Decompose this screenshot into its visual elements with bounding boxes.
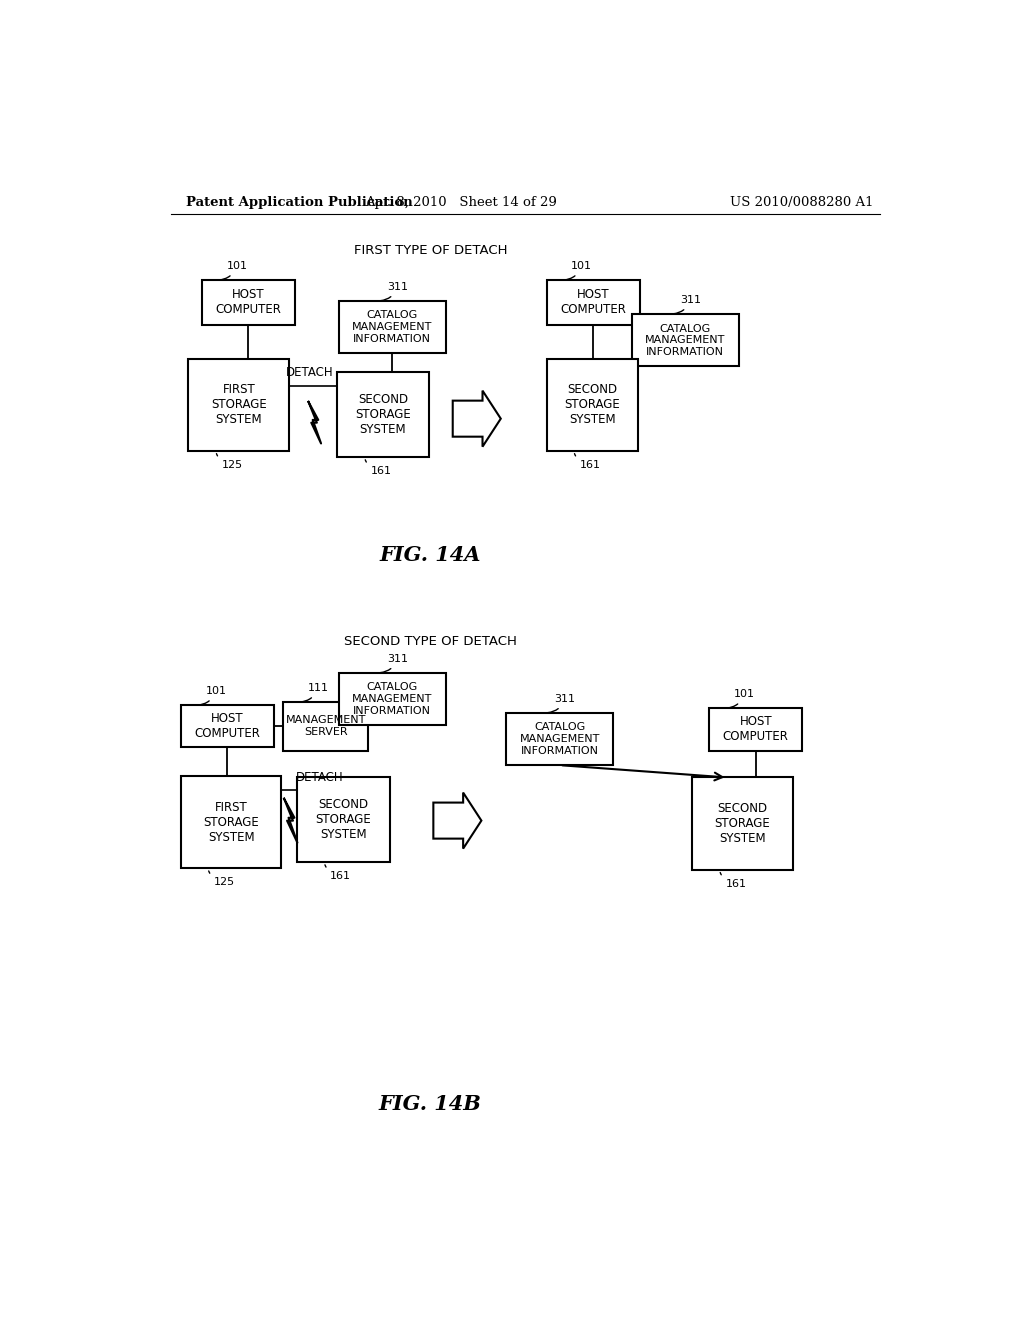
Text: 161: 161 (366, 459, 391, 477)
Text: SECOND
STORAGE
SYSTEM: SECOND STORAGE SYSTEM (355, 393, 411, 437)
Text: MANAGEMENT
SERVER: MANAGEMENT SERVER (286, 715, 366, 737)
Text: 311: 311 (380, 282, 408, 301)
Bar (632, 314, 738, 367)
Polygon shape (453, 391, 501, 446)
Text: 125: 125 (216, 454, 243, 470)
Text: US 2010/0088280 A1: US 2010/0088280 A1 (730, 195, 874, 209)
Text: CATALOG
MANAGEMENT
INFORMATION: CATALOG MANAGEMENT INFORMATION (352, 310, 432, 343)
Bar (710, 708, 802, 751)
Bar (283, 702, 369, 751)
Bar (339, 673, 445, 725)
Text: FIRST
STORAGE
SYSTEM: FIRST STORAGE SYSTEM (211, 383, 266, 426)
Text: SECOND
STORAGE
SYSTEM: SECOND STORAGE SYSTEM (564, 383, 621, 426)
Text: SECOND
STORAGE
SYSTEM: SECOND STORAGE SYSTEM (315, 799, 372, 841)
Text: 101: 101 (726, 689, 755, 708)
Text: HOST
COMPUTER: HOST COMPUTER (723, 715, 788, 743)
Bar (339, 301, 445, 354)
Text: CATALOG
MANAGEMENT
INFORMATION: CATALOG MANAGEMENT INFORMATION (519, 722, 600, 755)
Text: CATALOG
MANAGEMENT
INFORMATION: CATALOG MANAGEMENT INFORMATION (645, 323, 725, 356)
Bar (547, 280, 640, 325)
Text: 125: 125 (209, 871, 236, 887)
Text: FIG. 14B: FIG. 14B (379, 1094, 481, 1114)
Text: 311: 311 (548, 694, 575, 713)
Text: HOST
COMPUTER: HOST COMPUTER (560, 288, 626, 317)
Text: HOST
COMPUTER: HOST COMPUTER (195, 713, 260, 741)
Bar (202, 280, 295, 325)
Text: 101: 101 (563, 261, 592, 280)
Text: Apr. 8, 2010   Sheet 14 of 29: Apr. 8, 2010 Sheet 14 of 29 (366, 195, 557, 209)
Bar (180, 705, 273, 747)
Text: 101: 101 (198, 686, 226, 705)
Bar (547, 359, 638, 451)
Text: 111: 111 (300, 684, 329, 702)
Bar (297, 777, 390, 862)
Text: Patent Application Publication: Patent Application Publication (186, 195, 413, 209)
Bar (692, 777, 793, 870)
Bar (188, 359, 289, 451)
Text: 161: 161 (325, 865, 351, 880)
Bar (180, 776, 282, 869)
Text: 161: 161 (574, 454, 601, 470)
Text: FIRST TYPE OF DETACH: FIRST TYPE OF DETACH (353, 244, 507, 257)
Text: SECOND
STORAGE
SYSTEM: SECOND STORAGE SYSTEM (715, 803, 770, 845)
Text: 311: 311 (380, 653, 408, 673)
Text: HOST
COMPUTER: HOST COMPUTER (215, 288, 281, 317)
Bar (506, 713, 613, 766)
Text: SECOND TYPE OF DETACH: SECOND TYPE OF DETACH (344, 635, 517, 648)
Text: 101: 101 (218, 261, 248, 280)
Text: CATALOG
MANAGEMENT
INFORMATION: CATALOG MANAGEMENT INFORMATION (352, 682, 432, 715)
Text: FIG. 14A: FIG. 14A (380, 545, 481, 565)
Polygon shape (433, 792, 481, 849)
Text: 161: 161 (720, 873, 746, 888)
Bar (337, 372, 429, 457)
Text: 311: 311 (673, 296, 700, 314)
Text: DETACH: DETACH (286, 367, 333, 379)
Text: DETACH: DETACH (295, 771, 343, 784)
Text: FIRST
STORAGE
SYSTEM: FIRST STORAGE SYSTEM (203, 801, 259, 843)
